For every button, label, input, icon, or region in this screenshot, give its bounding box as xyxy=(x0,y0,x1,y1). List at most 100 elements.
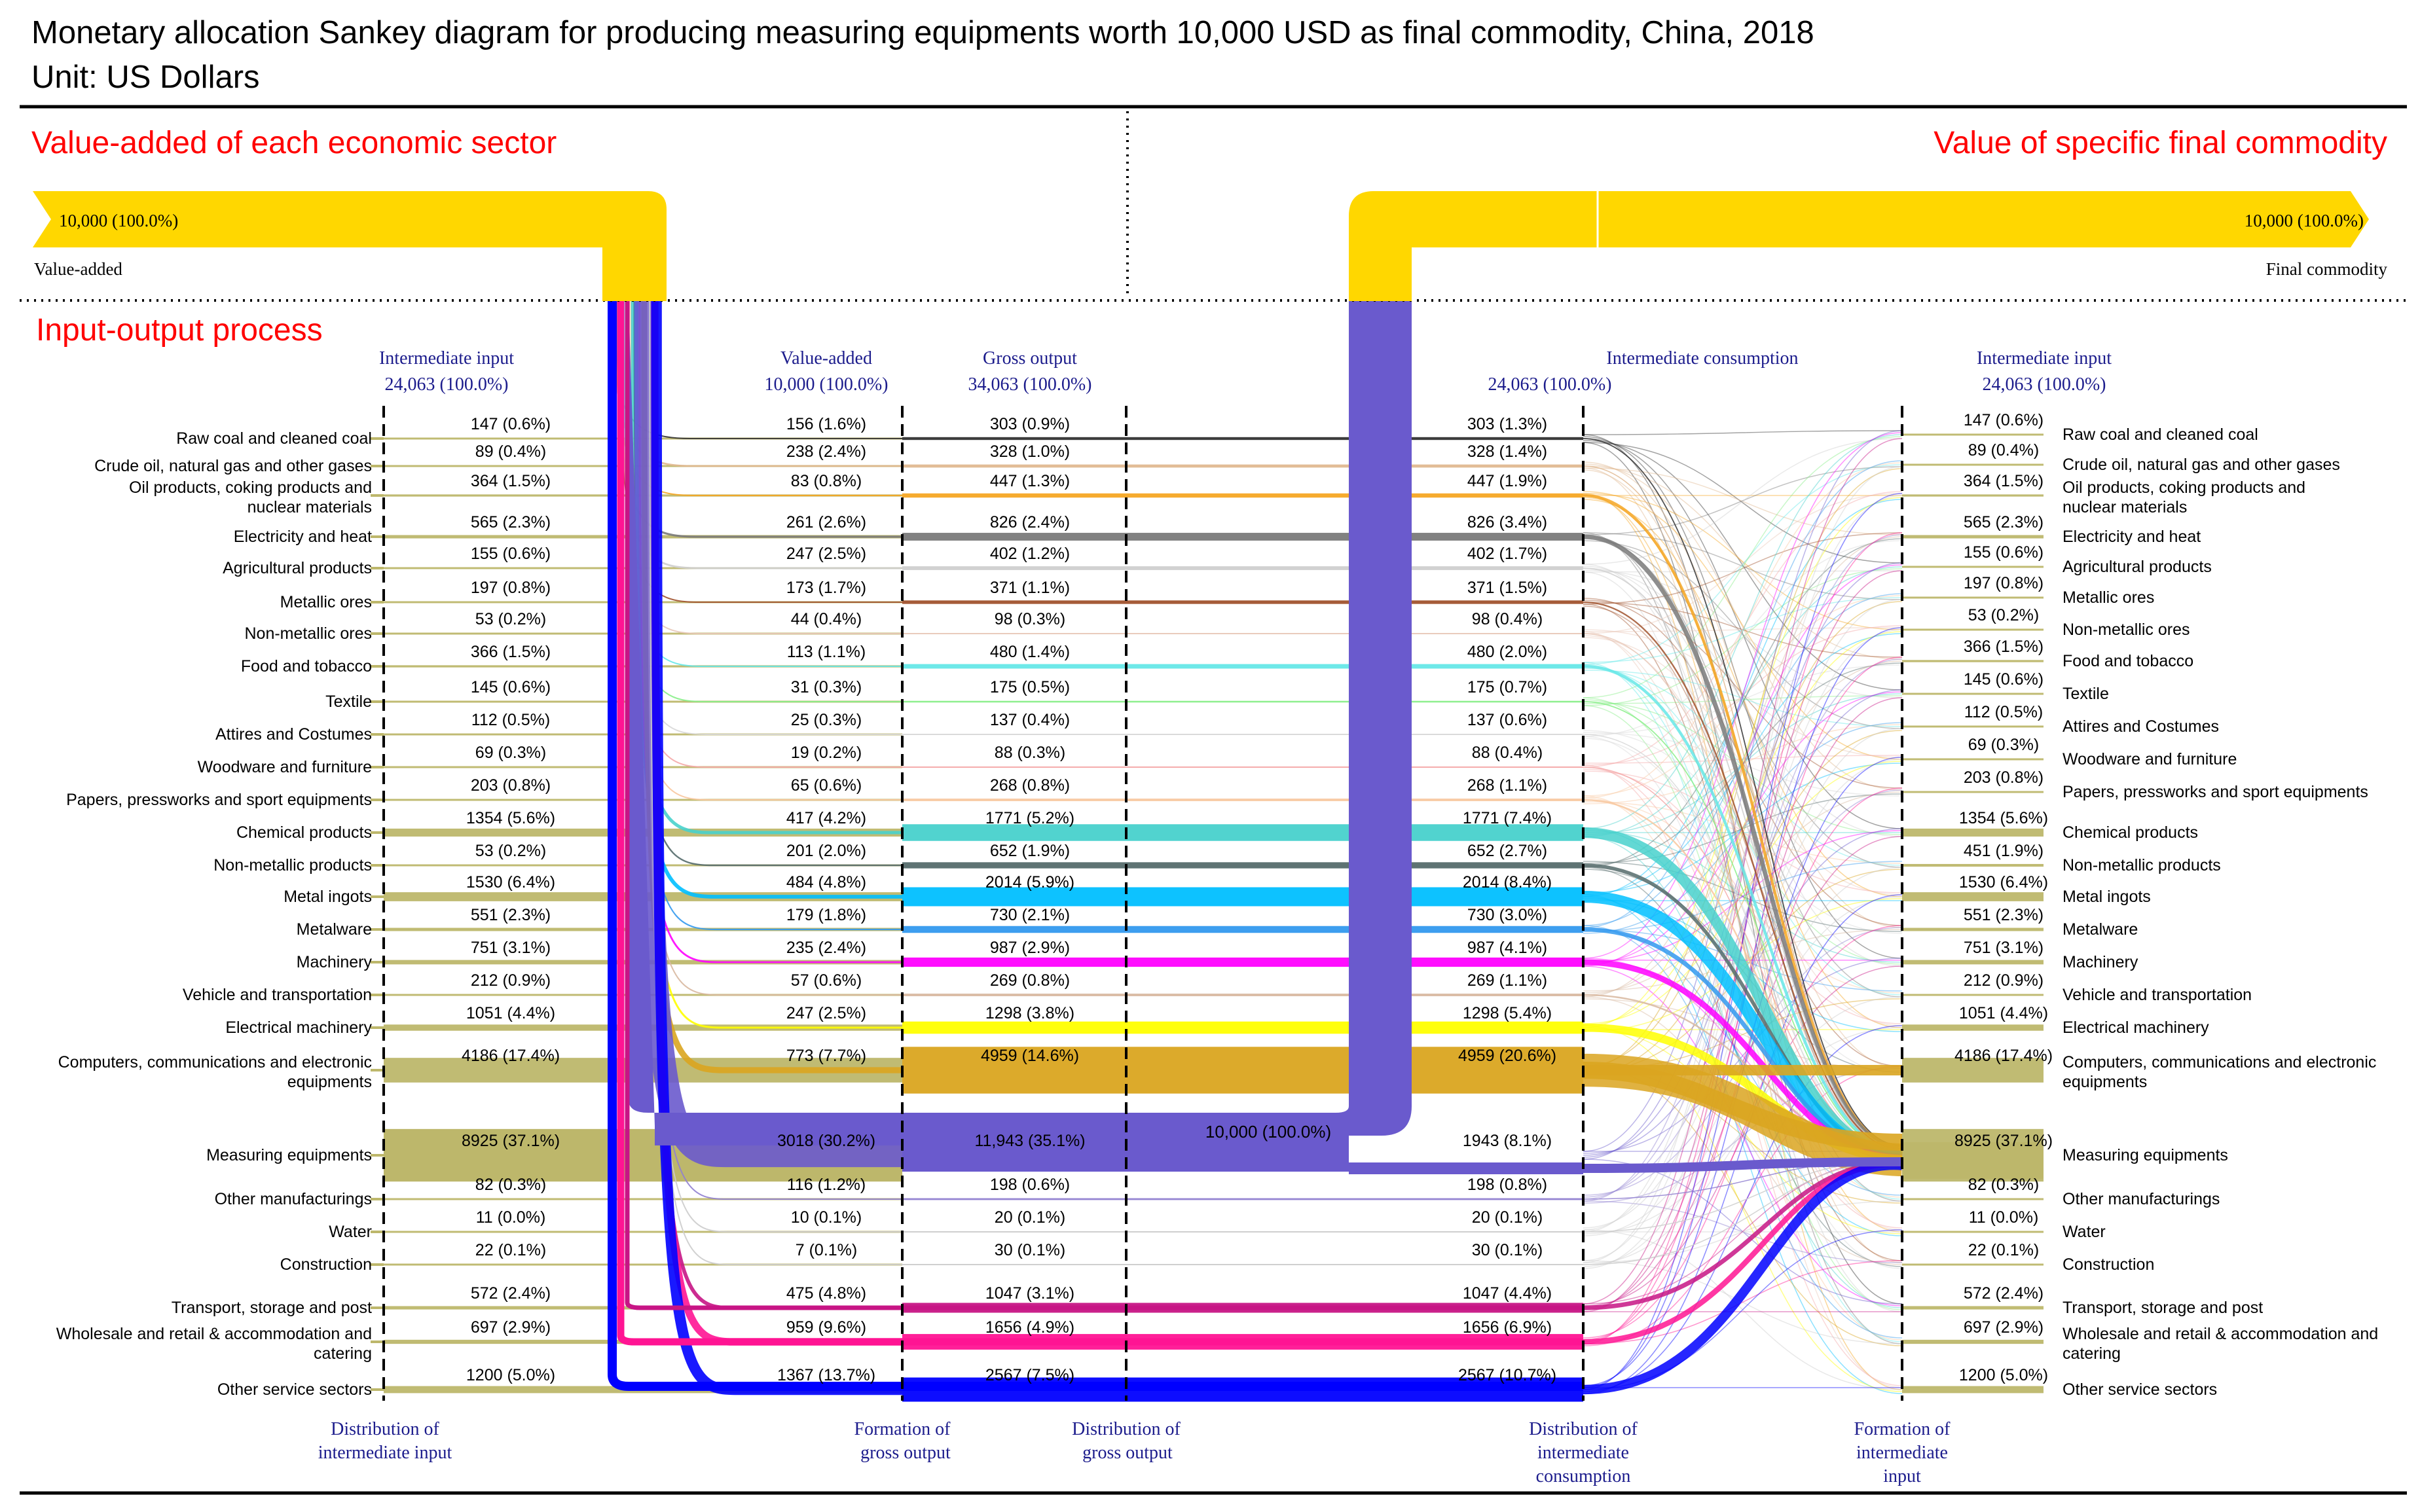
value-added-value: 65 (0.6%) xyxy=(791,776,862,795)
background-link xyxy=(1583,569,1903,698)
background-link xyxy=(1583,763,1903,893)
measuring-link xyxy=(1583,534,1903,1150)
intermediate-input-right-value: 364 (1.5%) xyxy=(1964,472,2044,490)
input-stub xyxy=(371,665,384,668)
background-link xyxy=(1583,1200,1903,1263)
footer-dist-intermediate-input-1: Distribution of xyxy=(331,1419,439,1439)
gross-output-band xyxy=(902,533,1583,541)
intermediate-input-value: 203 (0.8%) xyxy=(471,776,551,795)
sector-label-right: catering xyxy=(2062,1344,2121,1363)
input-bar-right xyxy=(1902,566,2044,568)
intermediate-input-right-value: 572 (2.4%) xyxy=(1964,1284,2044,1303)
intermediate-input-right-value: 551 (2.3%) xyxy=(1964,906,2044,924)
footer-dist-gross-output-2: gross output xyxy=(1082,1443,1173,1463)
background-link xyxy=(1583,601,1903,1067)
background-link xyxy=(1583,491,1903,760)
background-link xyxy=(1583,1260,1903,1344)
background-link xyxy=(1583,603,1903,1261)
gross-output-value: 88 (0.3%) xyxy=(995,744,1065,762)
intermediate-input-value: 551 (2.3%) xyxy=(471,906,551,924)
background-link xyxy=(1583,722,1903,934)
value-added-value: 773 (7.7%) xyxy=(786,1047,866,1065)
intermediate-consumption-value: 175 (0.7%) xyxy=(1467,678,1547,696)
value-added-value: 235 (2.4%) xyxy=(786,939,866,957)
sector-label-left: Electricity and heat xyxy=(234,528,372,546)
intermediate-input-right-value: 197 (0.8%) xyxy=(1964,574,2044,592)
background-link xyxy=(1583,761,1903,1024)
input-stub xyxy=(371,601,384,603)
measuring-link xyxy=(1583,701,1903,1152)
gross-output-value: 268 (0.8%) xyxy=(990,776,1070,795)
measuring-link xyxy=(1583,567,1903,1149)
sector-label-right: Vehicle and transportation xyxy=(2062,986,2252,1004)
sector-label-left: Chemical products xyxy=(236,823,372,842)
input-stub xyxy=(371,733,384,736)
measuring-link xyxy=(1583,664,1903,1153)
sector-label-right: Wholesale and retail & accommodation and xyxy=(2062,1325,2378,1343)
background-link xyxy=(1583,499,1903,897)
input-bar-right xyxy=(1902,1024,2044,1031)
intermediate-input-right-value: 1530 (6.4%) xyxy=(1959,873,2048,891)
sector-label-left: Measuring equipments xyxy=(206,1146,372,1164)
input-stub xyxy=(371,961,384,963)
gross-output-value: 11,943 (35.1%) xyxy=(974,1132,1085,1150)
background-link xyxy=(1583,464,1903,665)
background-link xyxy=(1583,996,1903,1265)
foreground-lines xyxy=(608,301,1903,1391)
gross-output-band xyxy=(902,994,1583,996)
gross-output-value: 30 (0.1%) xyxy=(995,1241,1065,1259)
sector-label-left: Oil products, coking products and xyxy=(129,478,372,497)
value-added-value: 417 (4.2%) xyxy=(786,809,866,827)
input-stub xyxy=(371,799,384,801)
value-added-value: 3018 (30.2%) xyxy=(777,1132,875,1150)
gross-output-value: 20 (0.1%) xyxy=(995,1208,1065,1227)
intermediate-input-value: 4186 (17.4%) xyxy=(462,1047,560,1065)
intermediate-input-right-value: 1200 (5.0%) xyxy=(1959,1366,2048,1384)
input-bar-right xyxy=(1902,863,2044,867)
background-link xyxy=(1583,730,1903,1075)
header-intermediate-consumption: Intermediate consumption xyxy=(1606,348,1798,369)
final-commodity-amount: 10,000 (100.0%) xyxy=(2245,211,2364,230)
input-bar-right xyxy=(1902,892,2044,901)
input-stub xyxy=(371,1263,384,1266)
input-stub xyxy=(371,1154,384,1157)
sector-label-right: Textile xyxy=(2062,685,2109,703)
input-stub xyxy=(371,465,384,467)
intermediate-consumption-value: 447 (1.9%) xyxy=(1467,472,1547,490)
intermediate-consumption-value: 20 (0.1%) xyxy=(1472,1208,1543,1227)
background-link xyxy=(1583,436,1903,959)
sector-label-right: Computers, communications and electronic xyxy=(2062,1053,2376,1071)
intermediate-consumption-value: 198 (0.8%) xyxy=(1467,1176,1547,1194)
intermediate-input-value: 11 (0.0%) xyxy=(476,1208,546,1227)
intermediate-input-right-value: 366 (1.5%) xyxy=(1964,638,2044,656)
measuring-link xyxy=(1583,1161,1903,1395)
background-flows xyxy=(1583,430,1903,1394)
sector-label-right: Attires and Costumes xyxy=(2062,717,2219,736)
background-link xyxy=(1583,605,1903,1067)
input-stub xyxy=(371,895,384,898)
sector-label-right: nuclear materials xyxy=(2062,498,2187,516)
intermediate-input-right-value: 4186 (17.4%) xyxy=(1954,1047,2053,1065)
sector-label-right: Machinery xyxy=(2062,953,2138,971)
sector-label-left: Water xyxy=(329,1223,372,1241)
intermediate-input-value: 82 (0.3%) xyxy=(475,1176,546,1194)
background-link xyxy=(1583,570,1903,573)
chart-title: Monetary allocation Sankey diagram for p… xyxy=(31,15,1814,50)
footer-dist-gross-output-1: Distribution of xyxy=(1072,1419,1181,1439)
intermediate-input-right-value: 155 (0.6%) xyxy=(1964,543,2044,562)
background-link xyxy=(1583,925,1903,1339)
background-link xyxy=(1583,562,1903,1160)
intermediate-consumption-value: 137 (0.6%) xyxy=(1467,711,1547,729)
gross-output-value: 2567 (7.5%) xyxy=(985,1366,1074,1384)
intermediate-input-value: 1530 (6.4%) xyxy=(466,873,555,891)
background-link xyxy=(1583,660,1903,996)
gross-output-value: 198 (0.6%) xyxy=(990,1176,1070,1194)
background-link xyxy=(1583,499,1903,897)
gross-output-band xyxy=(902,862,1583,869)
value-added-label: Value-added xyxy=(34,259,122,279)
intermediate-input-value: 69 (0.3%) xyxy=(475,744,546,762)
gross-output-value: 826 (2.4%) xyxy=(990,513,1070,531)
value-added-value: 261 (2.6%) xyxy=(786,513,866,531)
input-bar-right xyxy=(1902,1231,2044,1233)
gross-output-value: 1771 (5.2%) xyxy=(985,809,1074,827)
